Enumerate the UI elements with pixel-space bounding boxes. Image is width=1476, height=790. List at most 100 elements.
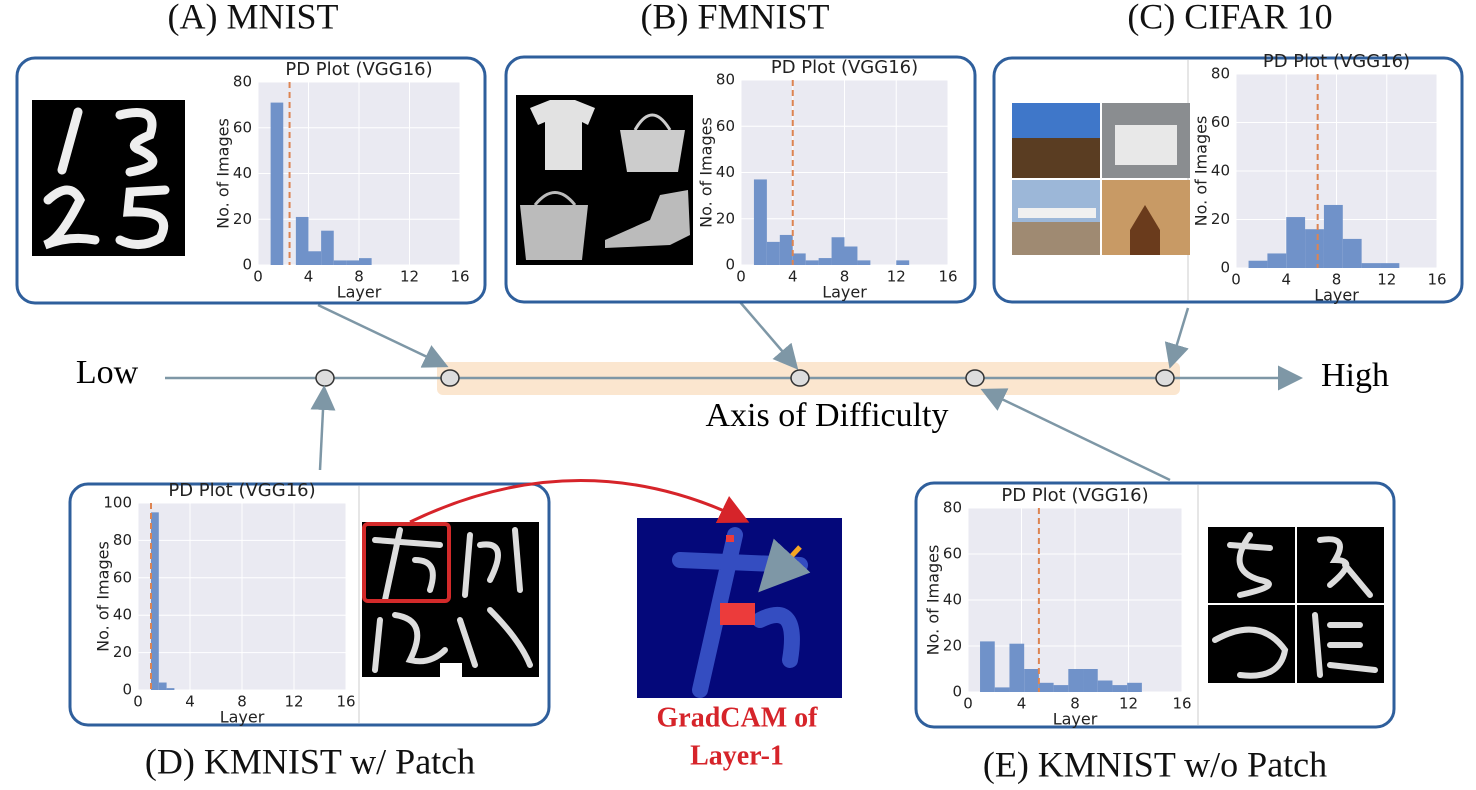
y-axis-label: No. of Images <box>94 541 113 652</box>
x-tick-label: 16 <box>1172 695 1191 713</box>
y-tick-label: 40 <box>943 591 962 609</box>
bar <box>1083 669 1098 692</box>
y-axis-label: No. of Images <box>697 117 716 228</box>
bar <box>1112 685 1128 692</box>
x-tick-label: 12 <box>1377 271 1396 289</box>
x-tick-label: 4 <box>304 268 314 286</box>
y-axis-label: No. of Images <box>1192 116 1211 227</box>
axis-points <box>315 369 1175 387</box>
y-tick-label: 20 <box>233 210 252 228</box>
bar <box>1267 253 1287 268</box>
x-tick-label: 12 <box>400 268 419 286</box>
gradcam-arrow <box>409 479 750 524</box>
y-tick-label: 20 <box>1211 210 1230 228</box>
y-tick-label: 80 <box>113 531 132 549</box>
bar <box>166 688 175 690</box>
y-tick-label: 80 <box>943 499 962 517</box>
x-tick-label: 16 <box>336 693 355 711</box>
x-tick-label: 8 <box>1332 271 1342 289</box>
y-tick-label: 0 <box>122 681 132 699</box>
y-tick-label: 40 <box>716 163 735 181</box>
x-axis-label: Layer <box>1314 286 1359 305</box>
panel-caption: (B) FMNIST <box>640 0 829 36</box>
panel-caption: (D) KMNIST w/ Patch <box>145 741 475 781</box>
x-tick-label: 12 <box>284 693 303 711</box>
x-tick-label: 0 <box>1231 271 1241 289</box>
axis-label: Axis of Difficulty <box>705 397 948 434</box>
bar <box>151 512 159 690</box>
bar <box>1248 260 1268 268</box>
bar <box>321 230 334 265</box>
gradcam-label: GradCAM of <box>657 702 819 733</box>
y-tick-label: 40 <box>1211 162 1230 180</box>
bar <box>1009 643 1025 692</box>
gradcam-image <box>637 518 842 698</box>
y-tick-label: 0 <box>725 256 735 274</box>
kmnist-patch-image <box>362 522 539 677</box>
x-axis-label: Layer <box>1053 710 1098 729</box>
x-tick-label: 8 <box>840 268 850 286</box>
x-tick-label: 0 <box>253 268 263 286</box>
bar <box>792 253 806 265</box>
cifar-image <box>1012 103 1190 255</box>
y-tick-label: 0 <box>1220 259 1230 277</box>
bar <box>1286 217 1306 268</box>
y-tick-label: 20 <box>113 643 132 661</box>
x-tick-label: 8 <box>354 268 364 286</box>
y-tick-label: 40 <box>233 164 252 182</box>
y-axis-label: No. of Images <box>214 118 233 229</box>
gradcam-label: Layer-1 <box>690 740 784 771</box>
y-tick-label: 80 <box>716 71 735 89</box>
y-tick-label: 60 <box>716 117 735 135</box>
chart-title: PD Plot (VGG16) <box>168 480 315 501</box>
x-tick-label: 4 <box>1281 271 1291 289</box>
bar <box>308 251 322 265</box>
y-tick-label: 100 <box>103 494 132 512</box>
bar <box>359 258 372 265</box>
bar <box>1361 263 1381 268</box>
x-tick-label: 4 <box>1017 695 1027 713</box>
panel-caption: (E) KMNIST w/o Patch <box>983 744 1327 784</box>
bar <box>766 241 780 265</box>
x-tick-label: 0 <box>736 268 746 286</box>
y-tick-label: 20 <box>943 637 962 655</box>
bar <box>1038 682 1054 692</box>
bar <box>805 260 819 265</box>
y-tick-label: 60 <box>233 118 252 136</box>
chart-title: PD Plot (VGG16) <box>1001 485 1148 506</box>
x-tick-label: 0 <box>133 693 143 711</box>
y-tick-label: 80 <box>233 73 252 91</box>
bar <box>333 260 347 265</box>
bar <box>831 237 845 265</box>
bar <box>1053 685 1069 692</box>
bar <box>818 258 832 265</box>
bar <box>844 246 858 265</box>
bar <box>1068 669 1084 692</box>
x-tick-label: 16 <box>1427 271 1446 289</box>
high-label: High <box>1321 357 1389 394</box>
x-axis-label: Layer <box>822 283 867 302</box>
bar <box>857 260 871 265</box>
y-tick-label: 60 <box>943 545 962 563</box>
bar <box>270 102 284 266</box>
bar <box>1127 682 1142 692</box>
bar <box>779 234 793 265</box>
y-tick-label: 40 <box>113 606 132 624</box>
kmnist-image <box>1208 527 1384 683</box>
x-tick-label: 8 <box>237 693 247 711</box>
connectors <box>310 301 1190 482</box>
y-axis-label: No. of Images <box>924 545 943 656</box>
y-tick-label: 60 <box>1211 113 1230 131</box>
chart-title: PD Plot (VGG16) <box>285 59 432 80</box>
bar <box>346 260 359 265</box>
x-tick-label: 12 <box>887 268 906 286</box>
bar <box>1305 229 1324 268</box>
bar <box>1097 680 1113 692</box>
x-tick-label: 16 <box>938 268 957 286</box>
x-tick-label: 4 <box>788 268 798 286</box>
bar <box>994 687 1010 692</box>
bar <box>980 641 995 692</box>
x-tick-label: 12 <box>1119 695 1138 713</box>
y-tick-label: 0 <box>242 256 252 274</box>
chart-title: PD Plot (VGG16) <box>1263 51 1410 72</box>
